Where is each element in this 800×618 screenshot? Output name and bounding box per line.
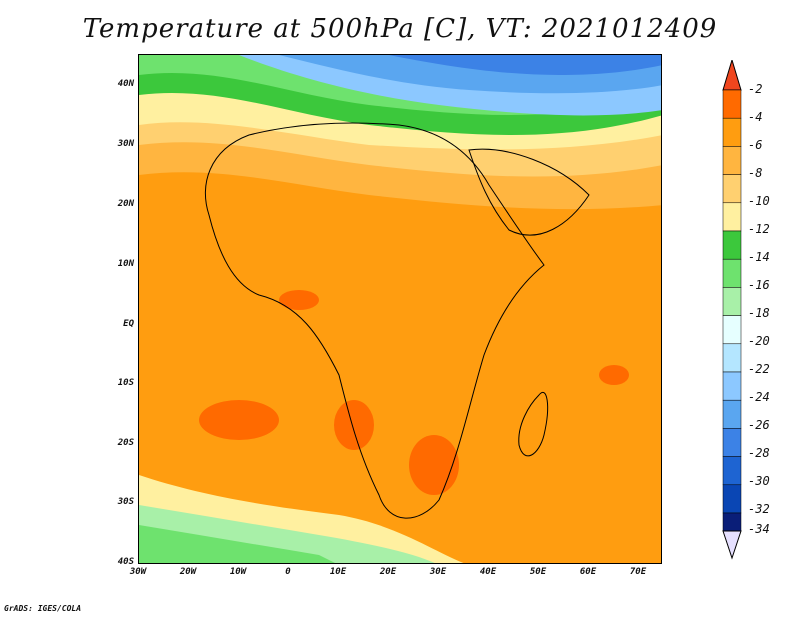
lon-label-40e: 40E	[479, 567, 497, 577]
colorbar-label: -12	[748, 222, 770, 236]
colorbar-swatch	[722, 146, 742, 175]
lon-label-30w: 30W	[129, 567, 147, 577]
colorbar-label: -32	[748, 502, 770, 516]
lon-label-60e: 60E	[579, 567, 597, 577]
lon-label-20e: 20E	[379, 567, 397, 577]
colorbar-swatch	[722, 258, 742, 288]
colorbar-swatch	[722, 202, 742, 232]
colorbar-label: -8	[748, 166, 763, 180]
colorbar-swatch	[722, 428, 742, 457]
colorbar-swatch	[722, 399, 742, 429]
temperature-band-minus28	[389, 55, 661, 75]
chart-title: Temperature at 500hPa [C], VT: 202101240…	[82, 14, 718, 44]
colorbar-swatch	[722, 371, 742, 401]
lat-label-30s: 30S	[117, 497, 134, 507]
lon-label-30e: 30E	[429, 567, 447, 577]
colorbar-label: -22	[748, 362, 770, 376]
lat-label-10n: 10N	[117, 259, 134, 269]
colorbar-swatch	[722, 174, 742, 204]
colorbar-swatch	[722, 512, 742, 532]
colorbar-label: -20	[748, 334, 770, 348]
colorbar-label: -28	[748, 446, 770, 460]
colorbar-top-arrow	[722, 60, 742, 91]
temperature-band-south-minus16	[139, 525, 335, 563]
colorbar-label: -10	[748, 194, 770, 208]
lat-label-eq: EQ	[123, 319, 134, 329]
lat-label-30n: 30N	[117, 139, 134, 149]
arabia-outline	[468, 148, 590, 236]
lat-label-10s: 10S	[117, 378, 134, 388]
colorbar-label: -14	[748, 250, 770, 264]
colorbar-swatch	[722, 230, 742, 260]
lat-label-20n: 20N	[117, 199, 134, 209]
colorbar-label: -26	[748, 418, 770, 432]
colorbar-swatch	[722, 287, 742, 316]
lon-label-20w: 20W	[179, 567, 197, 577]
colorbar-label: -18	[748, 306, 770, 320]
warm-spot-indian-ocean	[599, 365, 629, 385]
lon-label-70e: 70E	[629, 567, 647, 577]
lon-label-10w: 10W	[229, 567, 247, 577]
map-canvas	[139, 55, 661, 563]
colorbar-label: -34	[748, 522, 770, 536]
colorbar-swatch	[722, 343, 742, 373]
warm-spot-atlantic	[199, 400, 279, 440]
colorbar-label: -30	[748, 474, 770, 488]
map-plot-area	[138, 54, 662, 564]
colorbar-swatch	[722, 456, 742, 486]
africa-outline	[204, 122, 545, 519]
lat-label-40n: 40N	[117, 79, 134, 89]
colorbar-label: -24	[748, 390, 770, 404]
lat-label-40s: 40S	[117, 557, 134, 567]
lon-label-10e: 10E	[329, 567, 347, 577]
credit-label: GrADS: IGES/COLA	[4, 604, 82, 613]
madagascar-outline	[518, 392, 549, 457]
colorbar-label: -6	[748, 138, 763, 152]
lon-label-50e: 50E	[529, 567, 547, 577]
warm-spot-southern-africa	[409, 435, 459, 495]
lon-label-0: 0	[285, 567, 291, 577]
colorbar-swatch	[722, 117, 742, 147]
colorbar-swatch	[722, 484, 742, 514]
colorbar	[722, 60, 742, 560]
colorbar-label: -2	[748, 82, 763, 96]
colorbar-label: -4	[748, 110, 763, 124]
warm-spot-gulf-of-guinea	[279, 290, 319, 310]
lat-label-20s: 20S	[117, 438, 134, 448]
colorbar-bottom-arrow	[722, 530, 742, 560]
colorbar-swatch	[722, 89, 742, 119]
warm-spot-angola	[334, 400, 374, 450]
colorbar-label: -16	[748, 278, 770, 292]
colorbar-swatch	[722, 315, 742, 345]
